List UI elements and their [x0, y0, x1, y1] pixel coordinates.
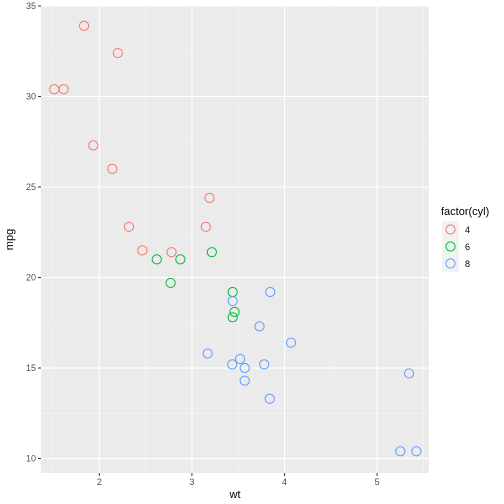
data-point-cyl-4 [204, 192, 215, 203]
y-axis: 10 15 20 25 30 35 [26, 1, 41, 464]
legend-symbol-4 [445, 224, 456, 235]
data-point-cyl-4 [78, 20, 90, 32]
data-point-cyl-4 [107, 163, 118, 175]
legend-symbol-8 [445, 258, 456, 269]
x-tick-label: 5 [375, 477, 380, 487]
data-point-cyl-8 [227, 359, 238, 370]
y-tick-label: 15 [26, 363, 36, 373]
y-tick-label: 30 [26, 92, 36, 102]
data-point-cyl-4 [58, 84, 69, 95]
data-point-cyl-8 [239, 362, 250, 374]
legend: factor(cyl) 4 6 8 [441, 206, 489, 272]
data-point-cyl-8 [202, 348, 213, 359]
legend-key-4 [442, 221, 459, 238]
data-point-cyl-8 [264, 393, 275, 404]
legend-key-6 [442, 238, 459, 255]
data-point-cyl-8 [234, 353, 246, 365]
x-axis: 2 3 4 5 [97, 473, 380, 487]
x-tick-label: 3 [189, 477, 194, 487]
data-point-cyl-4 [137, 245, 148, 256]
y-tick-label: 20 [26, 273, 36, 283]
minor-gridlines [41, 6, 429, 473]
data-point-cyl-4 [88, 140, 99, 151]
data-point-cyl-6 [175, 254, 186, 265]
data-point-cyl-4 [200, 221, 211, 232]
data-point-cyl-8 [403, 368, 415, 379]
legend-title: factor(cyl) [441, 206, 489, 218]
x-tick-label: 2 [97, 477, 102, 487]
legend-symbol-6 [445, 241, 456, 252]
data-point-cyl-8 [395, 446, 406, 457]
data-point-cyl-4 [166, 247, 177, 258]
plot-panel [41, 6, 429, 473]
data-point-cyl-6 [151, 254, 162, 265]
legend-key-8 [442, 255, 459, 272]
data-point-cyl-8 [411, 446, 422, 457]
x-axis-title: wt [229, 489, 241, 501]
legend-label-4: 4 [465, 225, 470, 235]
data-point-cyl-8 [227, 295, 238, 307]
data-point-cyl-6 [229, 306, 240, 318]
data-point-cyl-8 [259, 359, 270, 370]
x-tick-label: 4 [282, 477, 287, 487]
legend-label-6: 6 [465, 242, 470, 252]
data-point-cyl-4 [112, 47, 123, 59]
legend-items: 4 6 8 [442, 221, 470, 272]
data-point-cyl-4 [123, 221, 135, 232]
data-point-cyl-8 [254, 321, 265, 332]
y-tick-label: 35 [26, 1, 36, 11]
data-points [49, 20, 422, 457]
data-point-cyl-8 [285, 337, 297, 348]
data-point-cyl-6 [165, 277, 176, 289]
y-tick-label: 10 [26, 454, 36, 464]
y-tick-label: 25 [26, 182, 36, 192]
data-point-cyl-8 [265, 286, 276, 298]
legend-label-8: 8 [465, 259, 470, 269]
data-point-cyl-8 [239, 375, 250, 386]
data-point-cyl-6 [227, 312, 238, 323]
y-axis-title: mpg [4, 229, 16, 250]
data-point-cyl-6 [206, 247, 217, 258]
